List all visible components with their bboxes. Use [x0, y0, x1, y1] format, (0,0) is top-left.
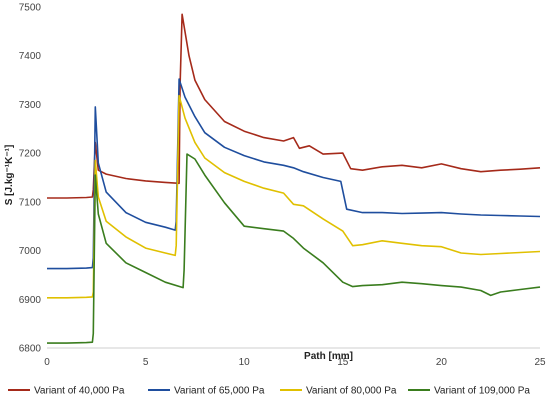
- legend-label-2: Variant of 65,000 Pa: [174, 386, 265, 397]
- series-lines: [47, 13, 541, 344]
- x-tick-label: 15: [337, 357, 349, 368]
- y-tick-label: 7000: [19, 246, 42, 257]
- legend-label-1: Variant of 40,000 Pa: [34, 386, 125, 397]
- x-tick-label: 25: [534, 357, 546, 368]
- series-line-2: [47, 78, 541, 270]
- x-axis-title: Path [mm]: [304, 351, 353, 362]
- legend-label-3: Variant of 80,000 Pa: [306, 386, 397, 397]
- y-tick-label: 7100: [19, 197, 42, 208]
- legend: Variant of 40,000 Pa Variant of 65,000 Pa…: [8, 386, 530, 397]
- y-tick-label: 6800: [19, 344, 42, 355]
- y-tick-label: 7500: [19, 3, 42, 14]
- x-tick-label: 0: [44, 357, 50, 368]
- y-axis-title: S [J.kg⁻¹K⁻¹]: [4, 145, 15, 206]
- legend-label-4: Variant of 109,000 Pa: [434, 386, 530, 397]
- series-line-1: [47, 13, 541, 199]
- y-tick-label: 7400: [19, 51, 42, 62]
- series-line-4: [47, 153, 541, 344]
- series-line-3: [47, 94, 541, 299]
- y-tick-label: 7200: [19, 149, 42, 160]
- x-tick-label: 5: [143, 357, 149, 368]
- y-tick-label: 6900: [19, 295, 42, 306]
- x-tick-label: 10: [239, 357, 251, 368]
- x-tick-label: 20: [436, 357, 448, 368]
- y-axis-ticks: 6800 6900 7000 7100 7200 7300 7400 7500: [19, 3, 42, 355]
- y-tick-label: 7300: [19, 100, 42, 111]
- x-axis-ticks: 0 5 10 15 20 25: [44, 357, 546, 368]
